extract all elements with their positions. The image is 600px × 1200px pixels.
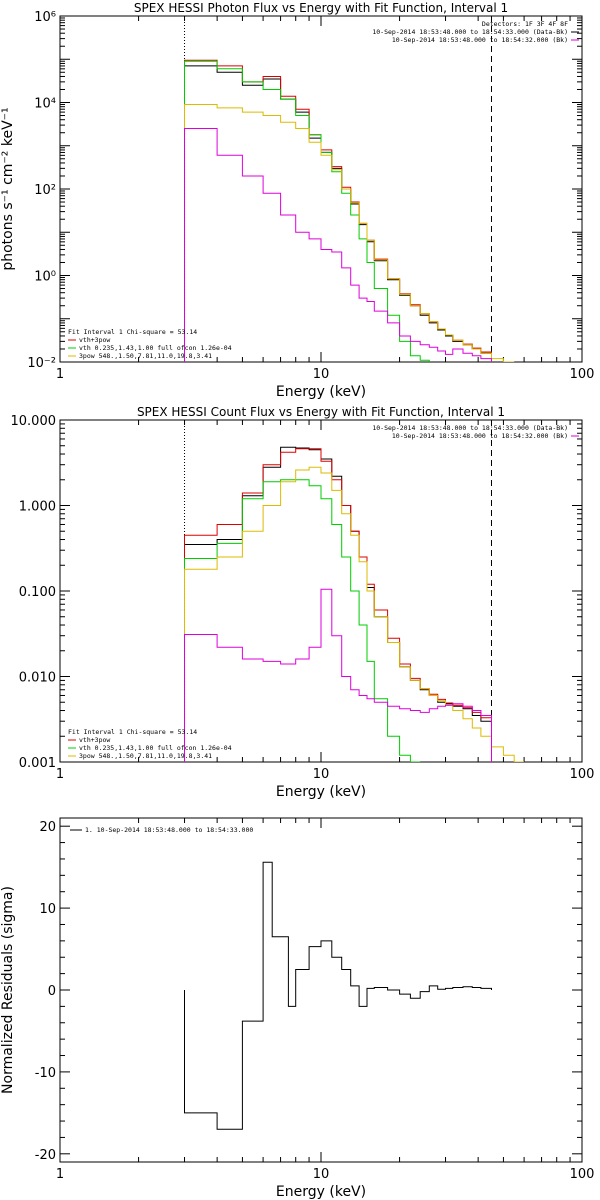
legend-entry: vth 0.235,1.43,1.00 full ofcon 1.26e-04 bbox=[79, 744, 232, 752]
legend-entry: Fit Interval 1 Chi-square = 53.14 bbox=[68, 728, 197, 736]
series-line-1 bbox=[184, 861, 492, 1130]
legend-entry: vth+3pow bbox=[79, 736, 110, 744]
legend-entry: 3pow 548.,1.50,7.81,11.0,19.8,3.41 bbox=[79, 752, 212, 760]
y-axis-title: Normalized Residuals (sigma) bbox=[0, 886, 16, 1094]
series-line-4 bbox=[184, 104, 515, 362]
chart-title: SPEX HESSI Count Flux vs Energy with Fit… bbox=[137, 405, 505, 419]
series-line-3 bbox=[184, 479, 421, 762]
chart-panel-3: 1 10 100 -20 -10 0 10 20 Energy (keV) Normalized … bbox=[0, 817, 595, 1200]
plot-frame bbox=[59, 15, 583, 363]
series-line-3 bbox=[184, 60, 430, 362]
y-tick-label: 10⁶ bbox=[34, 10, 56, 25]
x-tick-label: 1 bbox=[56, 767, 64, 782]
series-line-1 bbox=[184, 446, 492, 762]
x-axis-title: Energy (keV) bbox=[276, 384, 366, 400]
plot-frame bbox=[59, 817, 583, 1163]
chart-panel-2: SPEX HESSI Count Flux vs Energy with Fit… bbox=[11, 405, 595, 800]
y-tick-label: 0.001 bbox=[19, 756, 56, 771]
x-tick-label: 100 bbox=[570, 367, 595, 382]
x-tick-label: 10 bbox=[313, 1167, 330, 1182]
chart-title: SPEX HESSI Photon Flux vs Energy with Fi… bbox=[134, 1, 508, 15]
y-tick-label: 10² bbox=[34, 183, 56, 198]
legend-entry: Detectors: 1F 3F 4F 8F bbox=[482, 20, 568, 28]
legend-entry: Fit Interval 1 Chi-square = 53.14 bbox=[68, 328, 197, 336]
series-line-2 bbox=[184, 59, 492, 362]
y-tick-label: 10⁴ bbox=[34, 97, 56, 112]
y-axis-title: photons s⁻¹ cm⁻² keV⁻¹ bbox=[0, 107, 16, 270]
chart-panel-1: SPEX HESSI Photon Flux vs Energy with Fi… bbox=[0, 1, 594, 400]
legend-entry: 1. 10-Sep-2014 18:53:48.000 to 18:54:33.… bbox=[85, 826, 253, 834]
legend-entry: 10-Sep-2014 18:53:48.000 to 18:54:32.000… bbox=[392, 36, 568, 44]
y-tick-label: 0 bbox=[48, 984, 56, 999]
x-axis-title: Energy (keV) bbox=[276, 1184, 366, 1200]
y-tick-label: -10 bbox=[35, 1066, 56, 1081]
x-tick-label: 10 bbox=[313, 367, 330, 382]
y-tick-label: 10⁰ bbox=[34, 270, 56, 285]
y-tick-label: 0.010 bbox=[19, 671, 56, 686]
y-tick-label: 10.000 bbox=[11, 414, 57, 429]
legend-entry: 10-Sep-2014 18:53:48.000 to 18:54:32.000… bbox=[392, 432, 568, 440]
y-tick-label: 0.100 bbox=[19, 585, 56, 600]
series-line-5 bbox=[184, 128, 492, 362]
legend-entry: vth+3pow bbox=[79, 336, 110, 344]
y-tick-label: 10 bbox=[39, 902, 56, 917]
x-tick-label: 10 bbox=[313, 767, 330, 782]
legend-entry: 10-Sep-2014 18:53:48.000 to 18:54:33.000… bbox=[372, 28, 568, 36]
y-tick-label: 10⁻² bbox=[27, 356, 56, 371]
legend-entry: vth 0.235,1.43,1.00 full ofcon 1.26e-04 bbox=[79, 344, 232, 352]
series-line-1 bbox=[184, 65, 492, 362]
legend-entry: 10-Sep-2014 18:53:48.000 to 18:54:33.000… bbox=[372, 424, 568, 432]
x-tick-label: 1 bbox=[56, 367, 64, 382]
y-tick-label: -20 bbox=[35, 1148, 56, 1163]
x-tick-label: 1 bbox=[56, 1167, 64, 1182]
x-axis-title: Energy (keV) bbox=[276, 784, 366, 800]
x-tick-label: 100 bbox=[570, 1167, 595, 1182]
series-line-5 bbox=[184, 588, 492, 762]
y-tick-label: 20 bbox=[39, 820, 56, 835]
series-line-4 bbox=[184, 466, 525, 762]
legend-entry: 3pow 548.,1.50,7.81,11.0,19.8,3.41 bbox=[79, 352, 212, 360]
y-tick-label: 1.000 bbox=[19, 500, 56, 515]
series-line-2 bbox=[184, 448, 492, 762]
x-tick-label: 100 bbox=[570, 767, 595, 782]
